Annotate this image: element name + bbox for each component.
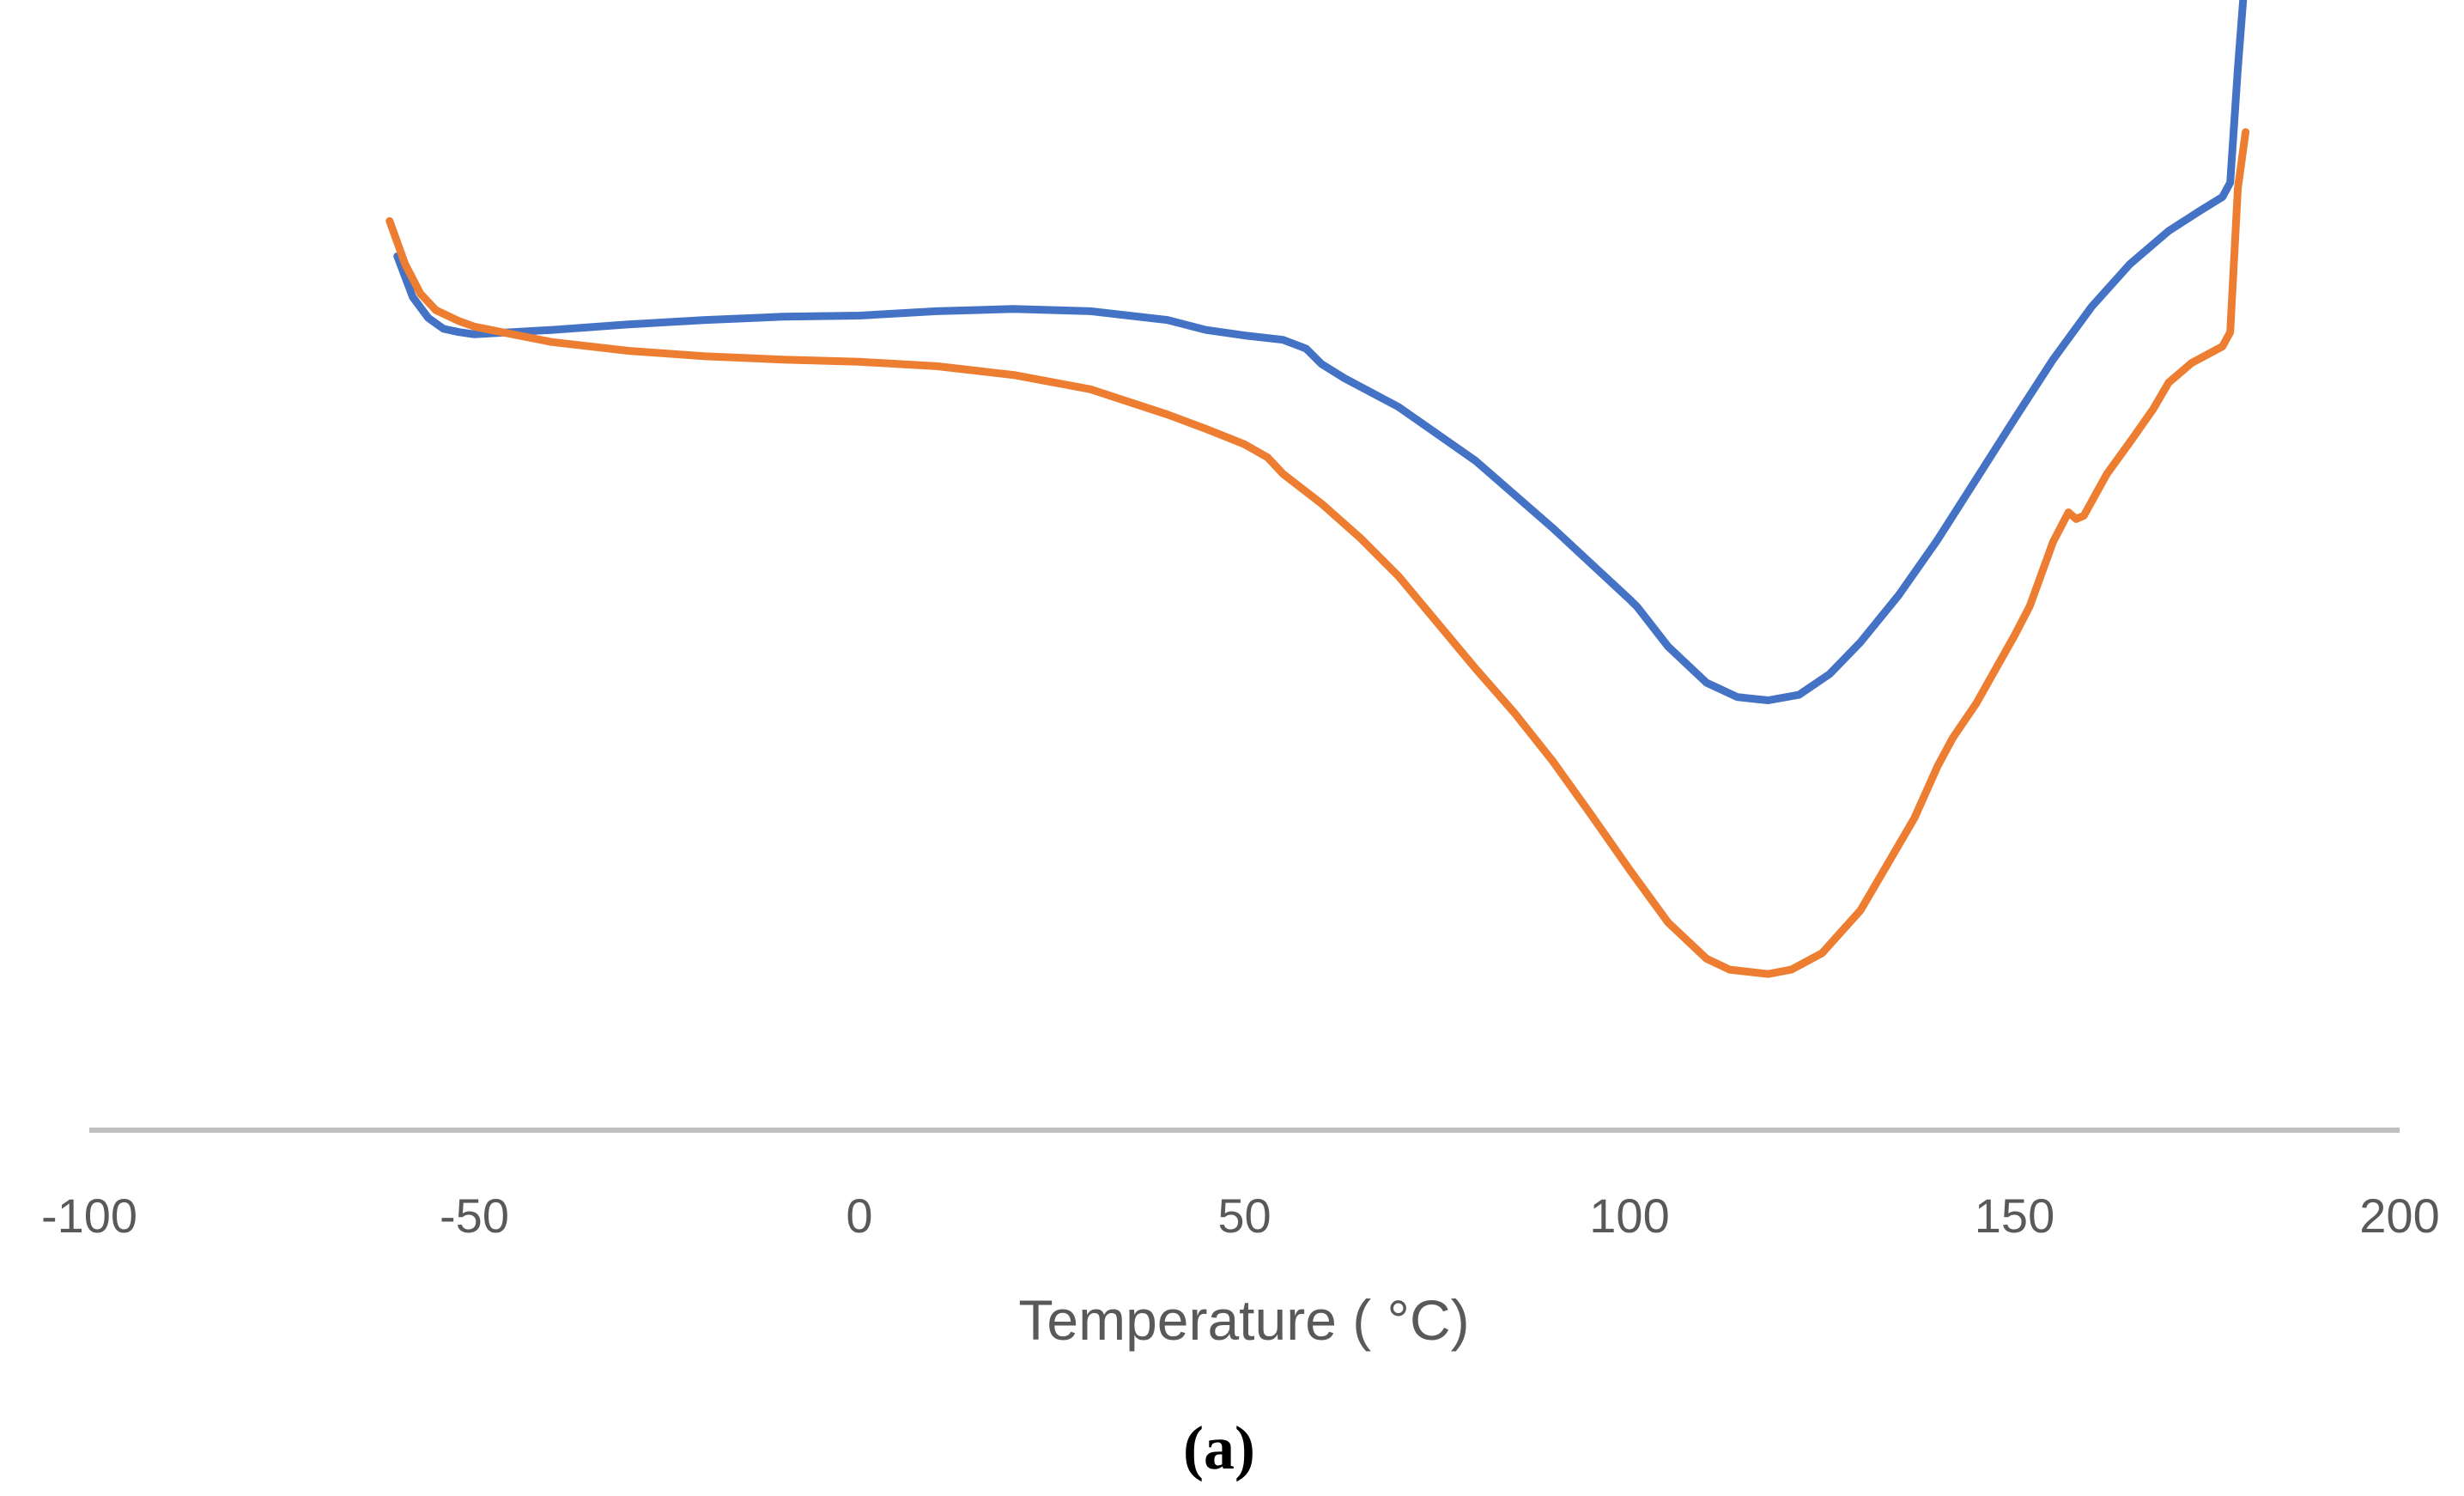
x-tick-label: 200 bbox=[2359, 1189, 2439, 1243]
figure-caption: (a) bbox=[1183, 1414, 1255, 1482]
x-tick-label: 150 bbox=[1975, 1189, 2054, 1243]
x-tick-label: 50 bbox=[1217, 1189, 1271, 1243]
x-tick-label: 0 bbox=[846, 1189, 872, 1243]
x-axis-label: Temperature ( °C) bbox=[1018, 1288, 1469, 1352]
x-tick-label: -100 bbox=[41, 1189, 137, 1243]
series-line-blue bbox=[393, 0, 2248, 704]
series-layer bbox=[385, 0, 2250, 978]
x-tick-label: 100 bbox=[1589, 1189, 1669, 1243]
series-line-orange bbox=[385, 128, 2250, 978]
x-tick-label: -50 bbox=[440, 1189, 509, 1243]
x-tick-labels: -100 -50 0 50 100 150 200 bbox=[41, 1189, 2440, 1243]
